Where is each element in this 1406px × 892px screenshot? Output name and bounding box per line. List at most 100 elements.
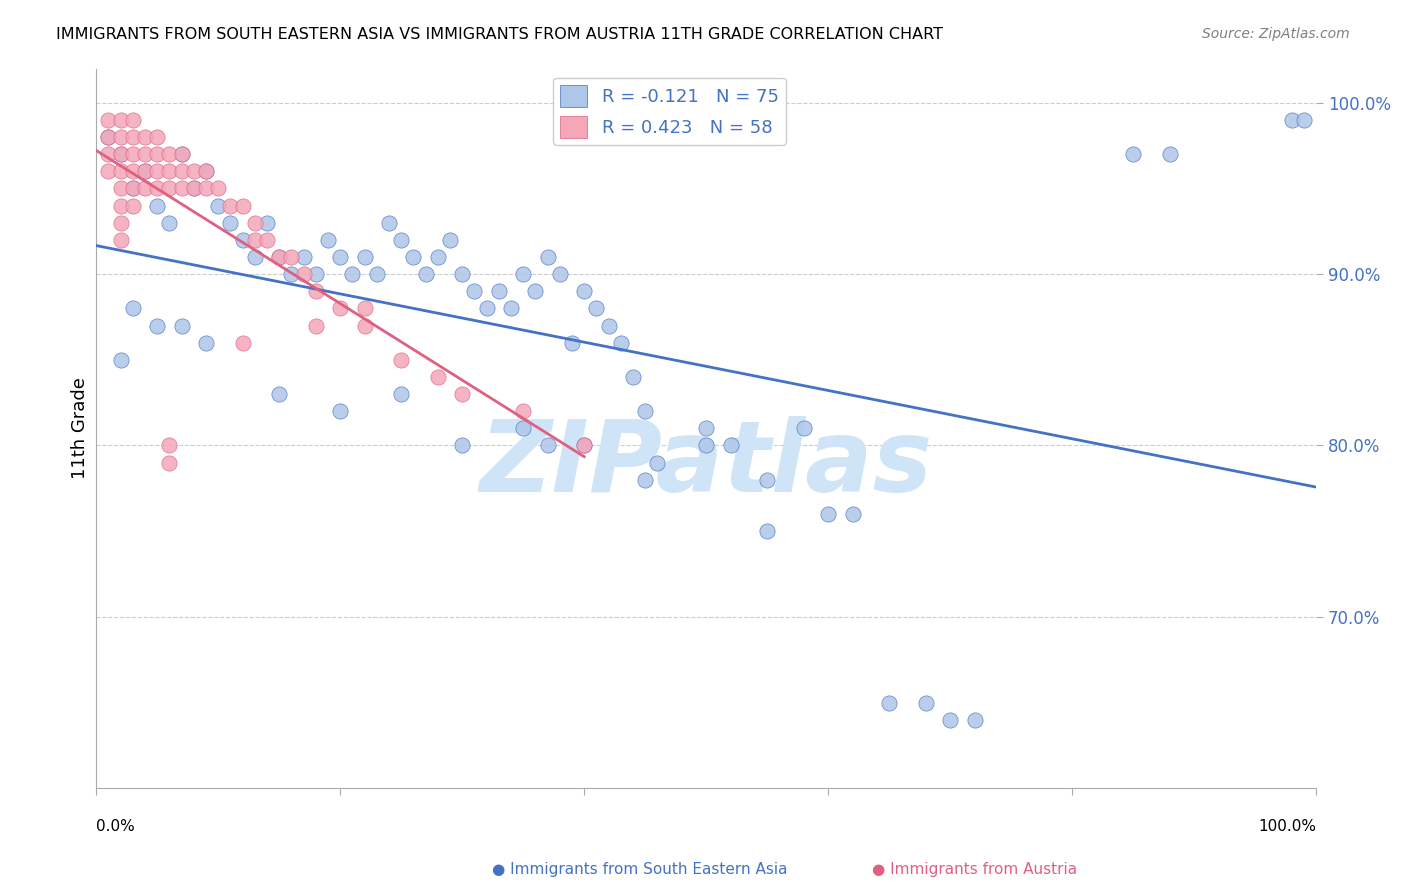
Point xyxy=(598,318,620,333)
Point xyxy=(572,285,595,299)
Point xyxy=(353,301,375,316)
Point xyxy=(121,164,143,178)
Point xyxy=(378,216,401,230)
Point xyxy=(110,216,132,230)
Point xyxy=(195,164,218,178)
Point xyxy=(232,335,254,350)
Y-axis label: 11th Grade: 11th Grade xyxy=(72,377,89,479)
Point xyxy=(157,147,180,161)
Point xyxy=(110,198,132,212)
Point xyxy=(97,112,120,127)
Point xyxy=(146,181,169,195)
Point xyxy=(536,250,558,264)
Point xyxy=(1122,147,1144,161)
Point xyxy=(121,147,143,161)
Point xyxy=(157,456,180,470)
Point xyxy=(451,438,474,452)
Point xyxy=(305,267,328,281)
Point xyxy=(817,507,839,521)
Point xyxy=(134,147,156,161)
Point xyxy=(121,112,143,127)
Point xyxy=(305,318,328,333)
Point xyxy=(121,198,143,212)
Point xyxy=(97,164,120,178)
Point xyxy=(1281,112,1303,127)
Point xyxy=(256,216,278,230)
Point xyxy=(170,147,193,161)
Point xyxy=(170,318,193,333)
Point xyxy=(157,164,180,178)
Point xyxy=(793,421,815,435)
Point xyxy=(488,285,510,299)
Point xyxy=(146,198,169,212)
Text: ● Immigrants from Austria: ● Immigrants from Austria xyxy=(872,863,1077,877)
Point xyxy=(243,233,266,247)
Point xyxy=(110,130,132,145)
Text: Source: ZipAtlas.com: Source: ZipAtlas.com xyxy=(1202,27,1350,41)
Point xyxy=(292,267,315,281)
Point xyxy=(195,181,218,195)
Point xyxy=(110,352,132,367)
Point xyxy=(110,147,132,161)
Point xyxy=(561,335,583,350)
Point xyxy=(426,250,449,264)
Point xyxy=(170,181,193,195)
Point xyxy=(121,181,143,195)
Point xyxy=(536,438,558,452)
Point xyxy=(97,147,120,161)
Point xyxy=(269,387,291,401)
Point xyxy=(353,250,375,264)
Point xyxy=(439,233,461,247)
Point xyxy=(402,250,425,264)
Point xyxy=(157,438,180,452)
Point xyxy=(305,285,328,299)
Point xyxy=(342,267,364,281)
Point xyxy=(316,233,339,247)
Point xyxy=(110,233,132,247)
Point xyxy=(353,318,375,333)
Point xyxy=(280,250,302,264)
Point xyxy=(232,198,254,212)
Point xyxy=(512,404,534,418)
Point xyxy=(207,198,229,212)
Point xyxy=(914,696,936,710)
Point xyxy=(634,404,657,418)
Point xyxy=(329,404,352,418)
Point xyxy=(146,147,169,161)
Point xyxy=(121,181,143,195)
Point xyxy=(572,438,595,452)
Point xyxy=(134,181,156,195)
Point xyxy=(939,713,962,727)
Point xyxy=(232,233,254,247)
Text: 100.0%: 100.0% xyxy=(1258,820,1316,834)
Point xyxy=(121,301,143,316)
Point xyxy=(329,301,352,316)
Point xyxy=(134,130,156,145)
Point xyxy=(756,473,779,487)
Point xyxy=(110,181,132,195)
Point xyxy=(183,164,205,178)
Point xyxy=(634,473,657,487)
Legend: R = -0.121   N = 75, R = 0.423   N = 58: R = -0.121 N = 75, R = 0.423 N = 58 xyxy=(553,78,786,145)
Point xyxy=(121,130,143,145)
Text: IMMIGRANTS FROM SOUTH EASTERN ASIA VS IMMIGRANTS FROM AUSTRIA 11TH GRADE CORRELA: IMMIGRANTS FROM SOUTH EASTERN ASIA VS IM… xyxy=(56,27,943,42)
Point xyxy=(170,147,193,161)
Point xyxy=(451,387,474,401)
Point xyxy=(415,267,437,281)
Point xyxy=(269,250,291,264)
Point xyxy=(219,198,242,212)
Point xyxy=(841,507,863,521)
Point xyxy=(720,438,742,452)
Point xyxy=(366,267,388,281)
Point xyxy=(756,524,779,538)
Point xyxy=(280,267,302,281)
Point xyxy=(389,233,412,247)
Point xyxy=(451,267,474,281)
Point xyxy=(269,250,291,264)
Text: ZIPatlas: ZIPatlas xyxy=(479,416,932,513)
Point xyxy=(256,233,278,247)
Point xyxy=(97,130,120,145)
Point xyxy=(647,456,669,470)
Point xyxy=(207,181,229,195)
Point xyxy=(157,181,180,195)
